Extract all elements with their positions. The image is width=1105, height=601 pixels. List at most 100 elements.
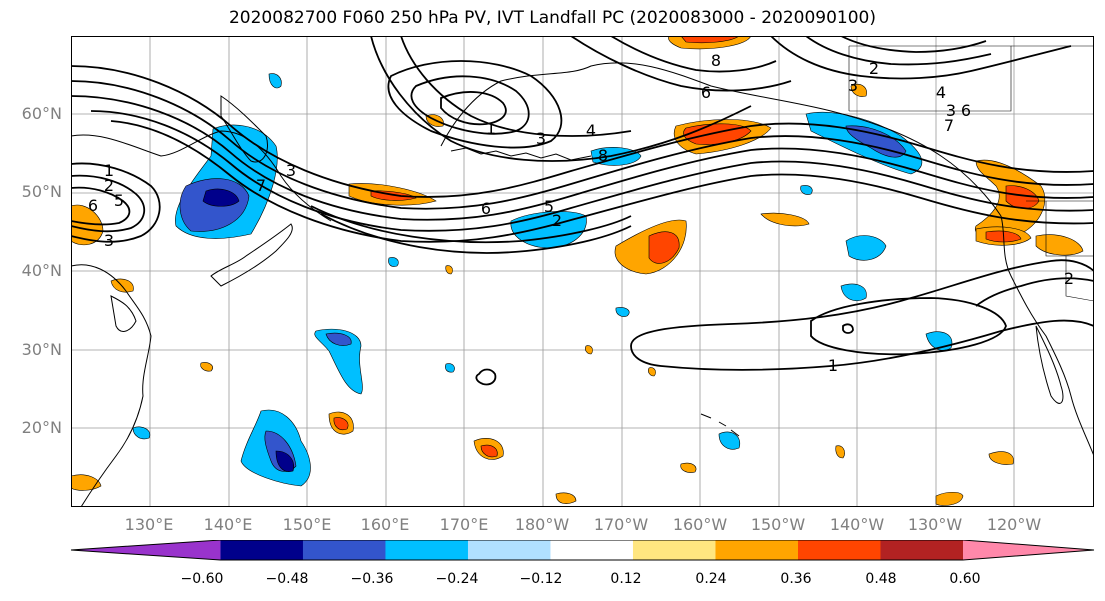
- colorbar-cell: [715, 540, 799, 560]
- pv-contour-top-right-2: [805, 36, 992, 66]
- ivt-blob-small-8: [585, 345, 593, 355]
- boundaries: [848, 45, 1094, 302]
- ivt-blob-hawaii: [718, 431, 741, 450]
- ivt-blob-north-america: [845, 235, 887, 261]
- ivt-blob-tiny-5: [445, 363, 455, 373]
- pv-contour-west-vortex-1: [71, 162, 161, 243]
- colorbar-cell: [550, 540, 634, 560]
- ivt-blob-small-3: [835, 445, 845, 459]
- contour-label: 2: [104, 176, 114, 195]
- contour-label: 3: [104, 231, 114, 250]
- contour-label: 2: [1064, 269, 1074, 288]
- contour-label: 6: [88, 196, 98, 215]
- colorbar-extend-high: [963, 540, 1094, 560]
- colorbar-outline: [70, 540, 1095, 561]
- coastlines: [71, 62, 1094, 507]
- colorbar-extend-low: [71, 540, 221, 560]
- colorbar-cell: [220, 540, 304, 560]
- ivt-blob-aleutian-east-core: [845, 125, 907, 158]
- pv-contour-subtrop-2: [810, 297, 1007, 356]
- contour-label: 3: [848, 76, 858, 95]
- ivt-blob-small-6: [71, 474, 102, 491]
- pv-contour-arc-north-2: [400, 36, 632, 137]
- ivt-blob-tiny-1: [268, 73, 282, 89]
- pv-contour-subtrop-3: [975, 277, 1094, 307]
- lon-label-180w: 180°W: [514, 515, 570, 534]
- boundary-box-1: [849, 45, 1012, 112]
- colorbar-tick-neg024: −0.24: [435, 571, 479, 587]
- contour-label: 4: [936, 83, 946, 102]
- lon-label-120w: 120°W: [986, 515, 1042, 534]
- pv-contour-low-center-3: [440, 91, 507, 126]
- colorbar-tick-neg036: −0.36: [350, 571, 394, 587]
- contour-label: 7: [256, 176, 266, 195]
- ivt-blob-small-w: [132, 426, 151, 440]
- colorbar-tick-pos024: 0.24: [695, 571, 727, 587]
- ivt-blob-kamchatka-center: [202, 188, 240, 207]
- contour-label: 3: [536, 129, 546, 148]
- ivt-blob-small-2: [680, 462, 697, 473]
- ivt-blob-midpac-core: [648, 231, 680, 264]
- colorbar-cell: [632, 540, 716, 560]
- ivt-blob-tiny-3: [800, 185, 813, 195]
- contour-label: 8: [711, 51, 721, 70]
- pv-contour-south-1: [310, 205, 632, 244]
- colorbar-cell: [385, 540, 469, 560]
- lon-label-160w: 160°W: [672, 515, 728, 534]
- ivt-blob-hawaii-n: [840, 283, 867, 301]
- boundary-states-1: [1045, 201, 1094, 257]
- contour-label: 1: [828, 356, 838, 375]
- pv-contour-jet-3: [71, 95, 1094, 221]
- contour-label: 6: [701, 83, 711, 102]
- lat-label-20n: 20°N: [21, 418, 62, 437]
- ivt-blob-n-center: [760, 212, 810, 227]
- ivt-blob-small-7: [445, 265, 453, 275]
- lon-label-140w: 140°W: [829, 515, 885, 534]
- colorbar-tick-pos012: 0.12: [610, 571, 642, 587]
- pv-contour-jet-1: [71, 65, 1094, 198]
- colorbar-tick-pos048: 0.48: [865, 571, 897, 587]
- ivt-blob-small-4: [850, 84, 867, 97]
- lat-label-50n: 50°N: [21, 182, 62, 201]
- pv-contour-tiny-loop: [842, 323, 854, 334]
- colorbar-cell: [302, 540, 386, 560]
- ivt-blob-small-1: [200, 362, 213, 372]
- coast-korea: [110, 295, 137, 332]
- pv-contours: [71, 36, 1094, 386]
- ivt-negative-shading: [132, 73, 953, 487]
- coast-asia-north: [71, 130, 332, 222]
- pv-contour-low-center-1: [387, 60, 563, 149]
- ivt-blob-japan-south-core: [325, 332, 352, 346]
- colorbar-cell: [797, 540, 881, 560]
- pv-contour-jet-4: [90, 110, 1094, 232]
- lon-label-150w: 150°W: [750, 515, 806, 534]
- lon-label-170e: 170°E: [439, 515, 489, 534]
- ivt-blob-japan-trop-core: [333, 417, 349, 431]
- coast-japan: [210, 223, 293, 287]
- contour-label: 7: [944, 116, 954, 135]
- pv-contour-arc-north-1: [370, 36, 752, 162]
- colorbar-tick-neg048: −0.48: [265, 571, 309, 587]
- lon-label-150e: 150°E: [282, 515, 332, 534]
- lon-label-160e: 160°E: [360, 515, 410, 534]
- pv-contour-jet-2: [71, 80, 1094, 210]
- contour-label: 3: [946, 101, 956, 120]
- pv-contour-small-loop: [475, 368, 497, 386]
- boundary-states-2: [1065, 256, 1094, 302]
- contour-label: 3: [286, 161, 296, 180]
- ivt-blob-bottom-e: [935, 491, 964, 506]
- coast-north-america: [1000, 215, 1094, 457]
- contour-label: 5: [114, 191, 124, 210]
- lon-label-130w: 130°W: [907, 515, 963, 534]
- pv-contour-south-2: [320, 213, 632, 254]
- contour-label: 2: [552, 211, 562, 230]
- coast-baja: [1035, 325, 1064, 404]
- coast-asia-east: [71, 264, 152, 507]
- lon-label-130e: 130°E: [124, 515, 174, 534]
- ivt-blob-japan-south: [314, 328, 363, 395]
- lat-label-40n: 40°N: [21, 261, 62, 280]
- contour-label: 6: [481, 199, 491, 218]
- pv-contour-top-right-1: [770, 36, 1072, 80]
